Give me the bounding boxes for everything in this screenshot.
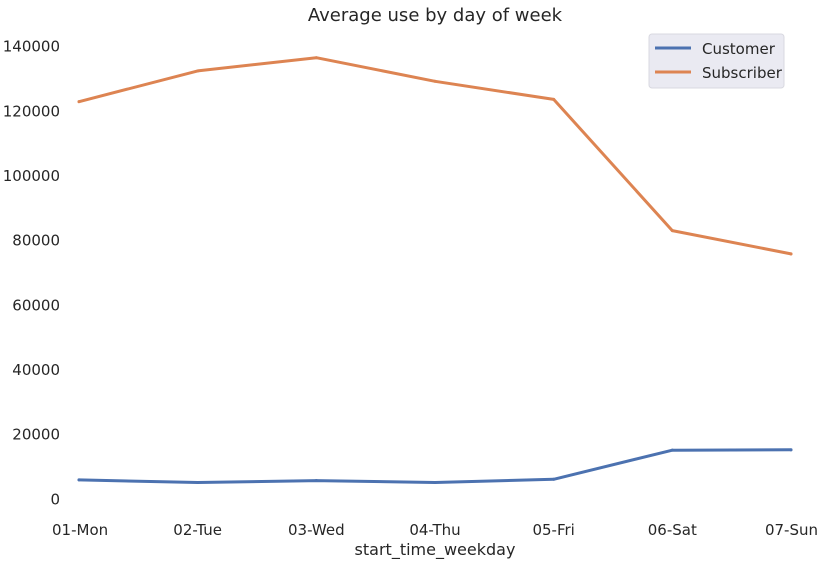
y-tick-label: 140000 xyxy=(3,38,60,56)
y-tick-label: 100000 xyxy=(3,167,60,185)
data-point-customer xyxy=(314,479,318,483)
y-tick-label: 20000 xyxy=(12,426,60,444)
data-point-customer xyxy=(433,480,437,484)
data-point-subscriber xyxy=(670,229,674,233)
x-axis-ticks: 01-Mon 02-Tue 03-Wed 04-Thu 05-Fri 06-Sat 07-S… xyxy=(52,521,818,539)
data-point-customer xyxy=(552,477,556,481)
x-tick-label: 07-Sun xyxy=(765,521,818,539)
data-point-customer xyxy=(196,480,200,484)
y-tick-label: 80000 xyxy=(12,232,60,250)
y-tick-label: 0 xyxy=(50,490,60,508)
data-point-subscriber xyxy=(552,97,556,101)
series-lines xyxy=(77,56,793,484)
y-axis-ticks: 0 20000 40000 60000 80000 100000 120000 140000 xyxy=(3,38,60,509)
x-tick-label: 05-Fri xyxy=(532,521,574,539)
chart-title: Average use by day of week xyxy=(308,5,563,26)
legend: Customer Subscriber xyxy=(648,33,785,89)
data-point-subscriber xyxy=(196,69,200,73)
x-tick-label: 06-Sat xyxy=(648,521,697,539)
x-tick-label: 02-Tue xyxy=(173,521,222,539)
y-tick-label: 40000 xyxy=(12,361,60,379)
data-point-subscriber xyxy=(433,79,437,83)
legend-label-subscriber: Subscriber xyxy=(702,64,783,82)
x-axis-label: start_time_weekday xyxy=(355,540,516,560)
x-tick-label: 04-Thu xyxy=(409,521,460,539)
y-tick-label: 60000 xyxy=(12,296,60,314)
data-point-customer xyxy=(77,478,81,482)
x-tick-label: 01-Mon xyxy=(52,521,108,539)
x-tick-label: 03-Wed xyxy=(288,521,345,539)
y-tick-label: 120000 xyxy=(3,102,60,120)
data-point-subscriber xyxy=(314,56,318,60)
data-point-customer xyxy=(789,448,793,452)
data-point-subscriber xyxy=(789,252,793,256)
series-line-customer xyxy=(77,448,793,484)
legend-label-customer: Customer xyxy=(702,40,776,58)
data-point-subscriber xyxy=(77,100,81,104)
data-point-customer xyxy=(670,448,674,452)
